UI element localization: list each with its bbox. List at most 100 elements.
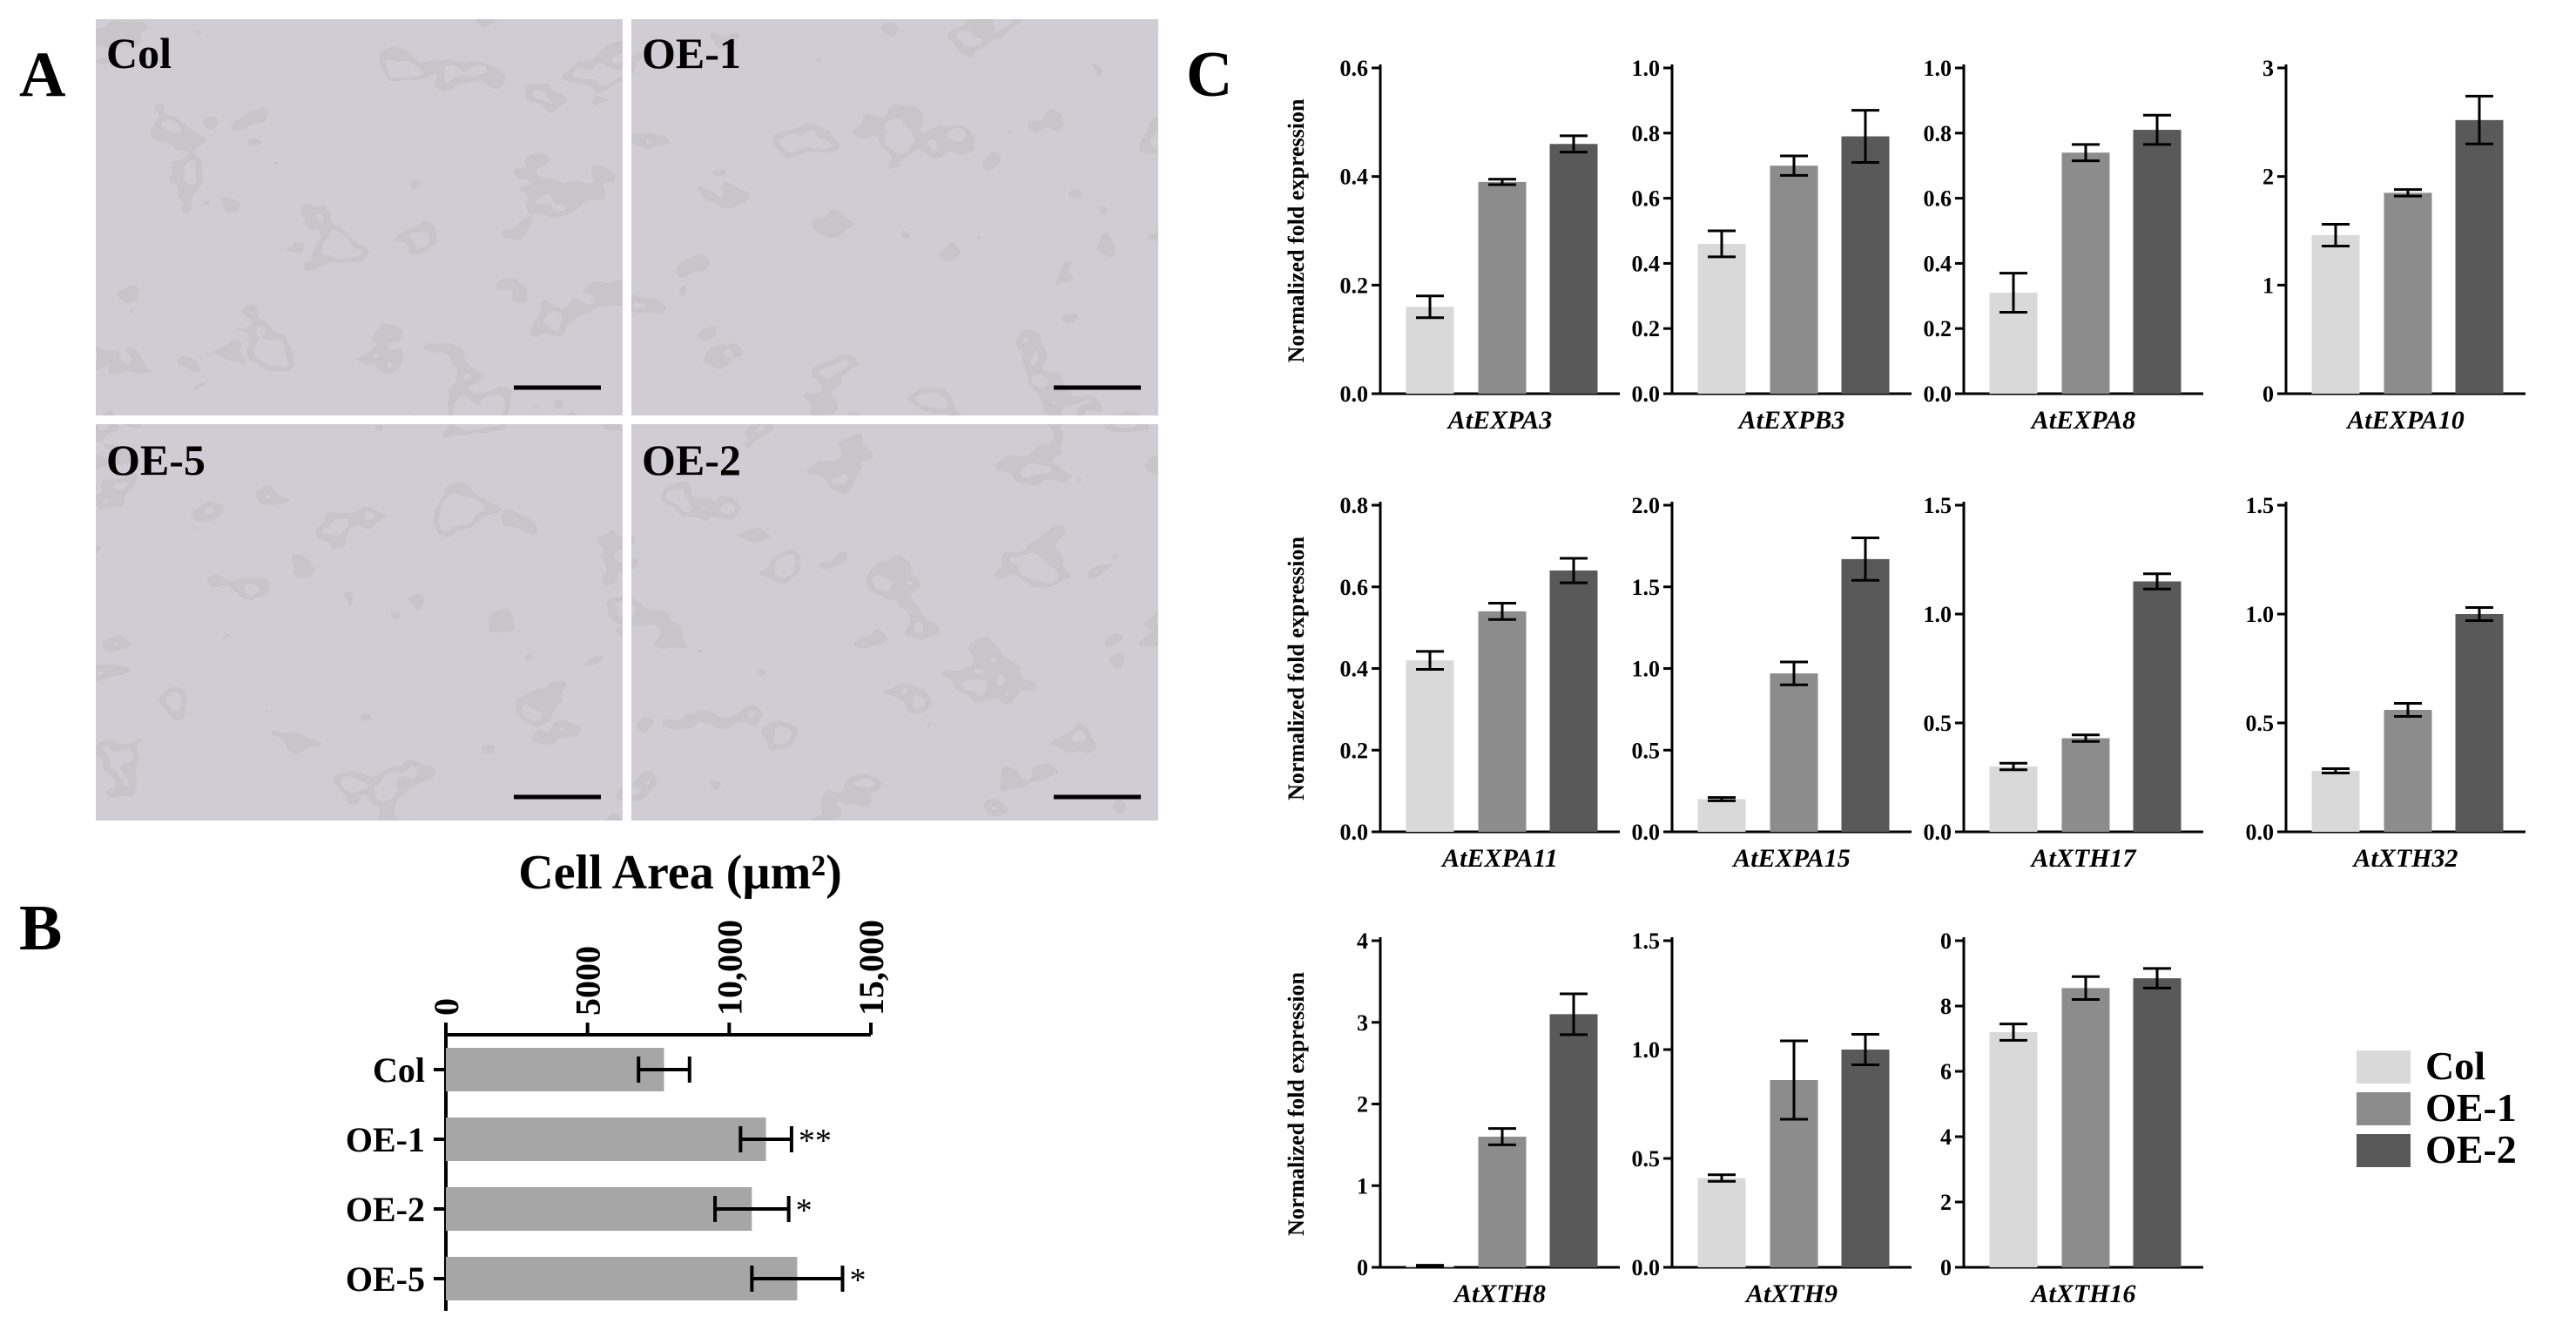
bar-oe-2 xyxy=(1549,571,1598,832)
legend-label: OE-2 xyxy=(2425,1127,2517,1172)
bar-oe-2 xyxy=(2133,978,2182,1267)
gene-label: AtXTH16 xyxy=(2029,1280,2135,1308)
y-tick-label: 4 xyxy=(1357,928,1368,954)
bar-oe-1 xyxy=(1478,181,1527,394)
chart-atexpb3: 0.0 0.2 0.4 0.6 0.8 1.0 AtEXPB3 xyxy=(1632,56,1912,435)
x-tick-label: 15,000 xyxy=(852,920,891,1016)
y-tick-label: 1.5 xyxy=(2246,493,2275,518)
y-tick-label: 3 xyxy=(1357,1010,1368,1036)
y-tick-label: 0.6 xyxy=(1924,186,1952,212)
error-bar-oe-1 xyxy=(1488,178,1516,186)
chart-atexpa3: 0.0 0.2 0.4 0.6 AtEXPA3 Normalized fold expre… xyxy=(1284,56,1620,435)
error-bar-col xyxy=(637,1057,691,1083)
error-bar-oe-2 xyxy=(2143,967,2171,989)
error-bar-oe-1 xyxy=(1780,154,1808,177)
y-tick-label: 6 xyxy=(1940,1059,1952,1084)
y-tick-label: 0.0 xyxy=(1924,820,1952,845)
error-bar-col xyxy=(1708,1173,1736,1183)
y-tick-label: 0.5 xyxy=(1632,738,1661,763)
error-bar-oe-2 xyxy=(1560,992,1588,1037)
error-bar-col xyxy=(2322,767,2350,774)
gene-label: AtEXPA11 xyxy=(1440,844,1558,873)
bar-col xyxy=(2311,771,2360,832)
bar-col xyxy=(1406,307,1454,394)
panel-letter-a: A xyxy=(19,39,65,111)
error-bar-oe-2 xyxy=(713,1196,791,1222)
error-bar-oe-2 xyxy=(1560,134,1588,154)
bar-col xyxy=(1989,1032,2038,1267)
micrograph-col: Col xyxy=(96,19,623,415)
y-tick-label: 1.5 xyxy=(1632,575,1661,600)
chart-atexpa10: 0 1 2 3 AtEXPA10 xyxy=(2262,56,2525,435)
bar-oe-2 xyxy=(1841,1050,1890,1267)
bar-oe-2 xyxy=(1549,144,1598,394)
error-bar-oe-2 xyxy=(2465,606,2493,622)
y-tick-label: 2 xyxy=(1357,1092,1368,1118)
bar-oe-1 xyxy=(1478,1137,1527,1267)
bar-oe-1 xyxy=(1770,673,1818,832)
category-label-col: Col xyxy=(373,1050,425,1090)
y-axis-label: Normalized fold expression xyxy=(1284,972,1309,1236)
y-tick-label: 0.2 xyxy=(1632,316,1661,341)
y-tick-label: 1.0 xyxy=(1632,1037,1661,1063)
chart-atxth17: 0.0 0.5 1.0 1.5 AtXTH17 xyxy=(1924,493,2203,873)
legend-label: Col xyxy=(2425,1043,2485,1088)
category-label-oe-5: OE-5 xyxy=(346,1259,425,1299)
legend-swatch xyxy=(2357,1134,2411,1167)
error-bar-col xyxy=(1708,229,1736,259)
error-bar-oe-1 xyxy=(2072,733,2100,743)
bar-col xyxy=(1697,243,1746,394)
chart-atexpa11: 0.0 0.2 0.4 0.6 0.8 AtEXPA11 Normalized fold e… xyxy=(1284,493,1620,873)
chart-atxth8: 0 1 2 3 4 AtXTH8 Normalized fold expression xyxy=(1284,928,1620,1308)
gene-label: AtXTH8 xyxy=(1453,1280,1546,1308)
bar-oe-2 xyxy=(446,1187,752,1231)
y-tick-label: 1.5 xyxy=(1924,493,1952,518)
bar-col xyxy=(1697,799,1746,832)
significance-marker: * xyxy=(796,1192,813,1229)
category-label-oe-2: OE-2 xyxy=(346,1190,425,1229)
error-bar-col xyxy=(1999,272,2027,314)
legend-swatch xyxy=(2357,1092,2411,1125)
bar-col xyxy=(2311,234,2360,394)
y-tick-label: 2 xyxy=(2262,165,2274,190)
cell-area-chart: Cell Area (µm²) 0 5000 10,000 15,000 Col OE-1 *… xyxy=(346,846,891,1311)
y-tick-label: 0.6 xyxy=(1632,186,1661,212)
error-bar-oe-2 xyxy=(2465,94,2493,145)
bar-col xyxy=(1406,660,1454,832)
error-bar-oe-2 xyxy=(1560,557,1588,584)
y-tick-label: 4 xyxy=(1940,1124,1952,1150)
error-bar-oe-1 xyxy=(1780,1039,1808,1121)
y-tick-label: 0.2 xyxy=(1924,316,1952,341)
panel-letter-c: C xyxy=(1186,39,1232,111)
bar-oe-1 xyxy=(2061,152,2110,395)
bar-oe-1 xyxy=(2384,710,2432,832)
x-tick-label: 10,000 xyxy=(710,920,749,1016)
bar-oe-1 xyxy=(2061,738,2110,832)
y-tick-label: 1.0 xyxy=(2246,602,2275,627)
x-tick-label: 0 xyxy=(427,998,466,1016)
error-bar-col xyxy=(1999,1023,2027,1042)
gene-label: AtEXPA3 xyxy=(1446,406,1552,435)
y-tick-label: 0.8 xyxy=(1632,121,1661,146)
bar-col xyxy=(1989,766,2038,832)
category-label-oe-1: OE-1 xyxy=(346,1120,425,1159)
error-bar-oe-2 xyxy=(1851,1033,1879,1066)
error-bar-oe-2 xyxy=(1851,537,1879,582)
micrograph-label-oe-1: OE-1 xyxy=(642,29,741,78)
error-bar-col xyxy=(1999,761,2027,772)
y-tick-label: 0.0 xyxy=(1924,382,1952,407)
bar-oe-1 xyxy=(1478,611,1527,832)
y-tick-label: 0 xyxy=(1940,928,1952,954)
panel-letter-b: B xyxy=(19,893,62,964)
bar-oe-1 xyxy=(446,1118,766,1161)
y-axis-label: Normalized fold expression xyxy=(1284,537,1309,800)
chart-atexpa8: 0.0 0.2 0.4 0.6 0.8 1.0 AtEXPA8 xyxy=(1924,56,2203,435)
error-bar-col xyxy=(2322,223,2350,247)
bar-oe-2 xyxy=(2133,581,2182,832)
error-bar-oe-2 xyxy=(1851,109,1879,164)
micrograph-oe-2: OE-2 xyxy=(631,424,1158,820)
error-bar-oe-1 xyxy=(1780,660,1808,686)
gene-label: AtXTH17 xyxy=(2029,844,2136,873)
y-tick-label: 0.4 xyxy=(1632,251,1661,276)
